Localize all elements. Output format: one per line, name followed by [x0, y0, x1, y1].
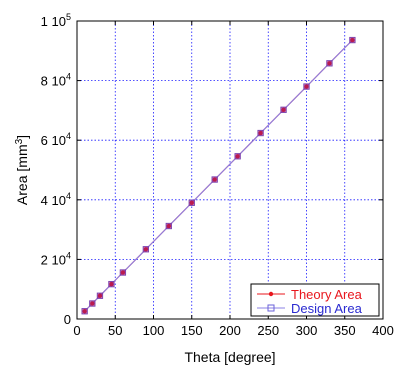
y-tick-label-mantissa: 0 — [64, 312, 71, 327]
y-axis-label-close: ] — [14, 135, 30, 139]
x-ticks: 0 50 100 150 200 250 300 350 400 — [73, 21, 394, 338]
grid — [77, 21, 383, 319]
design-area-point — [349, 36, 356, 44]
design-area-point — [234, 153, 241, 160]
y-tick-label: 6 104 — [41, 131, 71, 148]
y-tick-label-mantissa: 2 10 — [41, 252, 66, 267]
y-tick-label-mantissa: 6 10 — [41, 133, 66, 148]
x-tick-label: 100 — [143, 323, 165, 338]
y-tick-label: 8 104 — [41, 72, 71, 89]
x-tick-label: 50 — [108, 323, 122, 338]
legend-label-design: Design Area — [291, 301, 363, 316]
y-tick-label-exponent: 4 — [66, 250, 71, 260]
y-tick-label: 2 104 — [41, 250, 71, 267]
x-tick-label: 150 — [181, 323, 203, 338]
x-tick-label: 200 — [219, 323, 241, 338]
x-tick-label: 250 — [257, 323, 279, 338]
x-axis-label: Theta [degree] — [184, 349, 275, 365]
legend-marker-theory — [268, 291, 274, 297]
y-axis-label-text: Area [mm — [14, 144, 30, 205]
series-markers — [81, 36, 356, 315]
x-tick-label: 400 — [372, 323, 394, 338]
design-area-point — [119, 269, 127, 276]
design-area-point — [280, 106, 287, 113]
y-tick-label: 0 — [64, 312, 71, 327]
design-area-point — [326, 60, 333, 67]
legend-marker-design — [267, 304, 275, 312]
design-area-point — [96, 292, 104, 299]
legend-label-theory: Theory Area — [291, 287, 363, 302]
y-axis-label-sup: 3 — [14, 138, 25, 144]
design-area-point — [165, 222, 172, 230]
y-tick-label-mantissa: 1 10 — [41, 14, 66, 29]
x-tick-label: 0 — [73, 323, 80, 338]
y-tick-label-exponent: 5 — [66, 12, 71, 22]
design-area-point — [89, 300, 96, 307]
design-area-point — [211, 176, 218, 183]
x-tick-label: 300 — [296, 323, 318, 338]
legend: Theory Area Design Area — [250, 283, 380, 317]
y-tick-label-mantissa: 4 10 — [41, 193, 66, 208]
x-tick-label: 350 — [334, 323, 356, 338]
y-tick-label: 1 105 — [41, 12, 71, 29]
design-area-point — [303, 83, 310, 90]
y-tick-label-exponent: 4 — [66, 72, 71, 82]
design-area-point — [257, 129, 264, 137]
design-area-point — [81, 308, 88, 315]
design-area-point — [142, 246, 149, 253]
y-tick-label-exponent: 4 — [66, 131, 71, 141]
y-tick-label: 4 104 — [41, 191, 71, 208]
design-area-point — [188, 199, 195, 206]
design-area-point — [108, 280, 115, 288]
y-axis-label: Area [mm3] — [14, 135, 30, 205]
y-tick-label-mantissa: 8 10 — [41, 74, 66, 89]
y-tick-label-exponent: 4 — [66, 191, 71, 201]
